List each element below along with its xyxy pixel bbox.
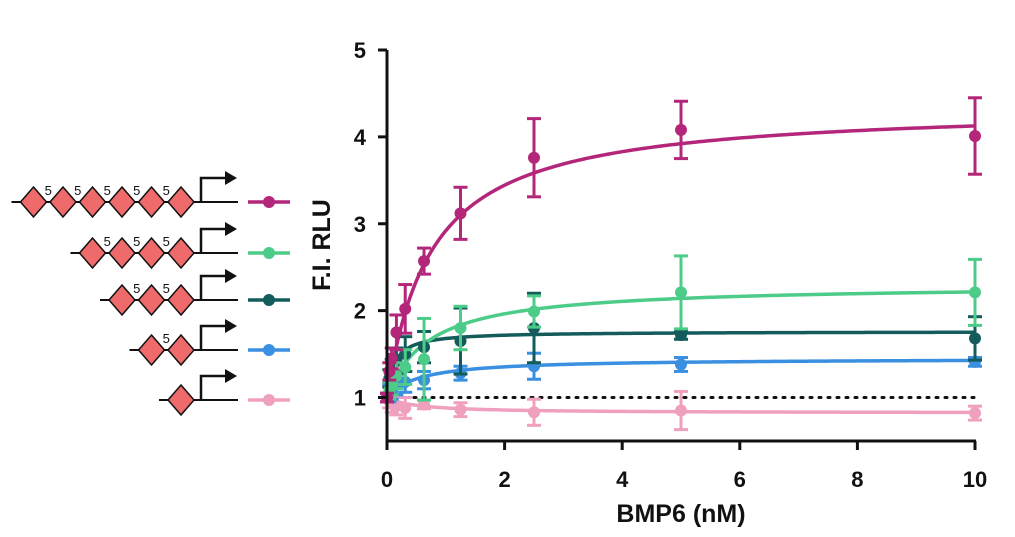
binding-site-diamond: [78, 185, 107, 219]
y-tick-label: 3: [354, 212, 366, 237]
binding-site-diamond: [108, 185, 136, 219]
construct-legend: 5 5 5 5 55 5 55 55: [11, 171, 290, 417]
promoter-arrow: [199, 176, 227, 202]
data-point: [528, 151, 540, 164]
axes: 1 2 3 4 5 0 2 4 6 8 10: [354, 38, 987, 492]
x-tick-label: 10: [963, 467, 987, 492]
data-point: [969, 286, 981, 299]
x-tick-label: 2: [498, 467, 510, 492]
promoter-arrowhead: [225, 222, 237, 236]
spacer-label: 5: [163, 234, 170, 249]
legend-swatch-marker: [263, 294, 275, 306]
binding-site-diamond: [49, 185, 77, 219]
legend-swatch-marker: [263, 247, 275, 259]
spacer-label: 5: [45, 183, 52, 198]
promoter-arrowhead: [225, 171, 237, 185]
spacer-label: 5: [74, 183, 81, 198]
binding-site-diamond: [167, 236, 195, 270]
spacer-label: 5: [163, 183, 170, 198]
binding-site-diamond: [137, 283, 166, 317]
binding-site-diamond: [137, 236, 166, 270]
binding-site-diamond: [167, 333, 195, 367]
spacer-label: 5: [133, 281, 140, 296]
data-point: [454, 322, 467, 334]
binding-site-diamond: [19, 185, 48, 219]
data-point: [399, 302, 412, 315]
promoter-arrow: [199, 274, 227, 300]
legend-row: 5: [129, 319, 290, 367]
y-tick-label: 5: [354, 38, 366, 63]
spacer-label: 5: [163, 281, 170, 296]
binding-site-diamond: [167, 185, 195, 219]
binding-site-diamond: [78, 236, 107, 270]
binding-site-diamond: [137, 333, 166, 367]
binding-site-diamond: [137, 185, 166, 219]
data-point: [418, 353, 431, 366]
data-point: [675, 123, 687, 136]
data-point: [390, 326, 403, 339]
data-point: [969, 407, 981, 420]
x-tick-label: 0: [381, 467, 393, 492]
data-point: [528, 406, 540, 419]
y-tick-label: 2: [354, 299, 366, 324]
legend-swatch-marker: [263, 394, 275, 406]
data-point: [399, 361, 412, 374]
spacer-label: 5: [104, 234, 111, 249]
y-tick-label: 4: [354, 125, 367, 150]
spacer-label: 5: [133, 183, 140, 198]
x-axis-title: BMP6 (nM): [616, 500, 745, 528]
spacer-label: 5: [133, 234, 140, 249]
data-point: [454, 207, 467, 220]
promoter-arrowhead: [225, 269, 237, 283]
x-tick-label: 4: [616, 467, 629, 492]
legend-swatch-marker: [263, 344, 275, 356]
data-point: [399, 401, 412, 414]
y-axis-title: F.I. RLU: [308, 199, 336, 291]
data-point: [675, 328, 687, 341]
promoter-arrow: [199, 374, 227, 400]
binding-site-diamond: [108, 236, 136, 270]
binding-site-diamond: [167, 283, 195, 317]
data-point: [969, 130, 981, 143]
data-point: [454, 403, 467, 416]
legend-row: 5 5 5: [70, 222, 290, 270]
x-tick-label: 8: [851, 467, 863, 492]
promoter-arrow: [199, 324, 227, 350]
data-point: [418, 255, 431, 268]
data-point: [675, 404, 687, 417]
legend-swatch-marker: [263, 196, 275, 208]
x-tick-label: 6: [734, 467, 746, 492]
spacer-label: 5: [163, 331, 170, 346]
promoter-arrow: [199, 227, 227, 253]
data-points: [380, 96, 982, 432]
promoter-arrowhead: [225, 319, 237, 333]
data-point: [385, 352, 398, 365]
legend-row: 5 5 5 5 5: [11, 171, 290, 219]
legend-row: [159, 369, 290, 417]
data-point: [383, 365, 396, 378]
data-point: [969, 332, 981, 345]
y-tick-label: 1: [354, 386, 366, 411]
spacer-label: 5: [104, 183, 111, 198]
data-point: [675, 286, 687, 299]
data-point: [675, 358, 687, 371]
promoter-arrowhead: [225, 369, 237, 383]
binding-site-diamond: [167, 383, 195, 417]
binding-site-diamond: [108, 283, 136, 317]
data-point: [528, 305, 540, 318]
